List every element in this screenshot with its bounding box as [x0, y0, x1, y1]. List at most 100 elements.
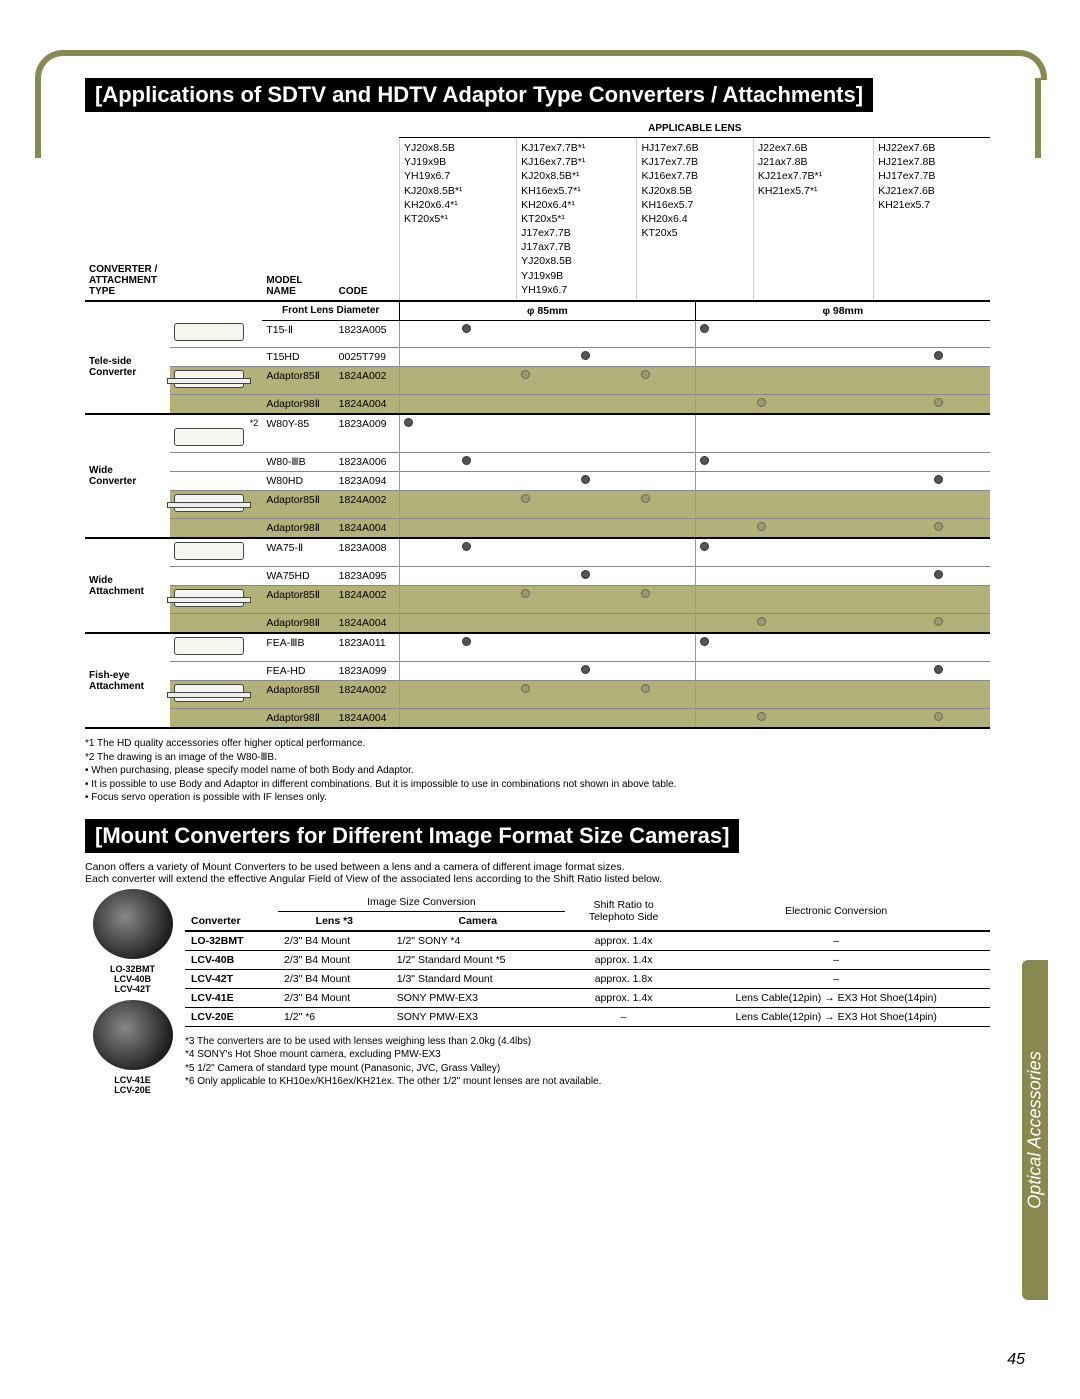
page-frame-left: [35, 78, 41, 158]
dot-icon: [641, 494, 650, 503]
compat-cell: [930, 586, 990, 614]
model-name: WA75-Ⅱ: [262, 538, 334, 567]
mount-converters-table: Converter Image Size Conversion Shift Ra…: [185, 893, 990, 1027]
device-illustration: [170, 709, 263, 729]
device-illustration: [170, 320, 263, 348]
model-code: 1823A009: [335, 414, 400, 453]
mount-converter-photos: LO-32BMT LCV-40B LCV-42T LCV-41E LCV-20E: [85, 889, 180, 1095]
dot-icon: [521, 370, 530, 379]
compat-cell: [577, 633, 637, 662]
mc-shift: approx. 1.8x: [565, 969, 682, 988]
compat-cell: [400, 709, 459, 729]
compat-cell: [458, 491, 516, 519]
compat-cell: [517, 414, 577, 453]
compat-cell: [930, 414, 990, 453]
model-code: 1824A002: [335, 681, 400, 709]
compat-cell: [874, 681, 930, 709]
dot-icon: [521, 684, 530, 693]
compat-cell: [517, 681, 577, 709]
compat-cell: [458, 633, 516, 662]
mc-camera: SONY PMW-EX3: [391, 988, 565, 1007]
compat-cell: [753, 320, 815, 348]
compat-cell: [577, 709, 637, 729]
hdr-model: MODEL NAME: [262, 138, 334, 300]
mc-lens: 2/3" B4 Mount: [278, 950, 391, 969]
page-frame-right: [1035, 78, 1041, 158]
compat-cell: [517, 367, 577, 395]
compat-cell: [517, 614, 577, 634]
lens-column: HJ22ex7.6B HJ21ex7.8B HJ17ex7.7B KJ21ex7…: [874, 138, 990, 300]
dot-icon: [581, 475, 590, 484]
compat-cell: [874, 491, 930, 519]
device-illustration: [170, 519, 263, 539]
compat-cell: [400, 614, 459, 634]
device-illustration: [170, 453, 263, 472]
compat-cell: [637, 519, 695, 539]
compat-cell: [930, 519, 990, 539]
compat-cell: [753, 567, 815, 586]
compat-cell: [458, 681, 516, 709]
compat-cell: [815, 472, 873, 491]
compat-cell: [517, 491, 577, 519]
dot-icon: [700, 456, 709, 465]
model-name: Adaptor98Ⅱ: [262, 519, 334, 539]
compat-cell: [815, 395, 873, 415]
compat-cell: [874, 709, 930, 729]
model-code: 1823A095: [335, 567, 400, 586]
compat-cell: [930, 567, 990, 586]
compat-cell: [517, 662, 577, 681]
compat-cell: [874, 633, 930, 662]
model-code: 1823A099: [335, 662, 400, 681]
compat-cell: [637, 709, 695, 729]
dot-icon: [641, 589, 650, 598]
mc-elec: Lens Cable(12pin) → EX3 Hot Shoe(14pin): [682, 988, 990, 1007]
mc-camera: 1/3" Standard Mount: [391, 969, 565, 988]
compat-cell: [695, 320, 753, 348]
mc-hdr-converter: Converter: [185, 893, 278, 931]
compat-cell: [458, 472, 516, 491]
compat-cell: [400, 453, 459, 472]
compat-cell: [753, 367, 815, 395]
compat-cell: [400, 662, 459, 681]
compat-cell: [577, 681, 637, 709]
compat-cell: [753, 414, 815, 453]
model-code: 1824A002: [335, 367, 400, 395]
model-code: 1823A094: [335, 472, 400, 491]
model-name: Adaptor85Ⅱ: [262, 367, 334, 395]
compat-cell: [874, 414, 930, 453]
compat-cell: [930, 491, 990, 519]
compat-cell: [695, 681, 753, 709]
compat-cell: [815, 348, 873, 367]
compat-cell: [695, 519, 753, 539]
compat-cell: [753, 681, 815, 709]
compat-cell: [517, 538, 577, 567]
group-label: Wide Converter: [85, 414, 170, 538]
dot-icon: [934, 617, 943, 626]
model-name: W80-ⅢB: [262, 453, 334, 472]
compat-cell: [695, 662, 753, 681]
dot-icon: [641, 370, 650, 379]
compat-cell: [695, 709, 753, 729]
model-code: 1823A005: [335, 320, 400, 348]
compat-cell: [930, 538, 990, 567]
table-row: Fish-eye AttachmentFEA-ⅢB1823A011: [85, 633, 990, 662]
mc-hdr-elec: Electronic Conversion: [682, 893, 990, 931]
compat-cell: [874, 453, 930, 472]
mc-elec: Lens Cable(12pin) → EX3 Hot Shoe(14pin): [682, 1007, 990, 1026]
compat-cell: [517, 395, 577, 415]
compat-cell: [400, 472, 459, 491]
compat-cell: [400, 519, 459, 539]
compat-cell: [753, 709, 815, 729]
hdr-code: CODE: [335, 138, 400, 300]
compat-cell: [695, 414, 753, 453]
compat-cell: [695, 633, 753, 662]
compat-cell: [637, 453, 695, 472]
compat-cell: [815, 662, 873, 681]
phi-85: φ 85mm: [400, 301, 696, 321]
dot-icon: [462, 324, 471, 333]
compat-cell: [753, 538, 815, 567]
compat-cell: [815, 567, 873, 586]
compat-cell: [458, 320, 516, 348]
device-illustration: [170, 367, 263, 395]
compat-cell: [930, 614, 990, 634]
